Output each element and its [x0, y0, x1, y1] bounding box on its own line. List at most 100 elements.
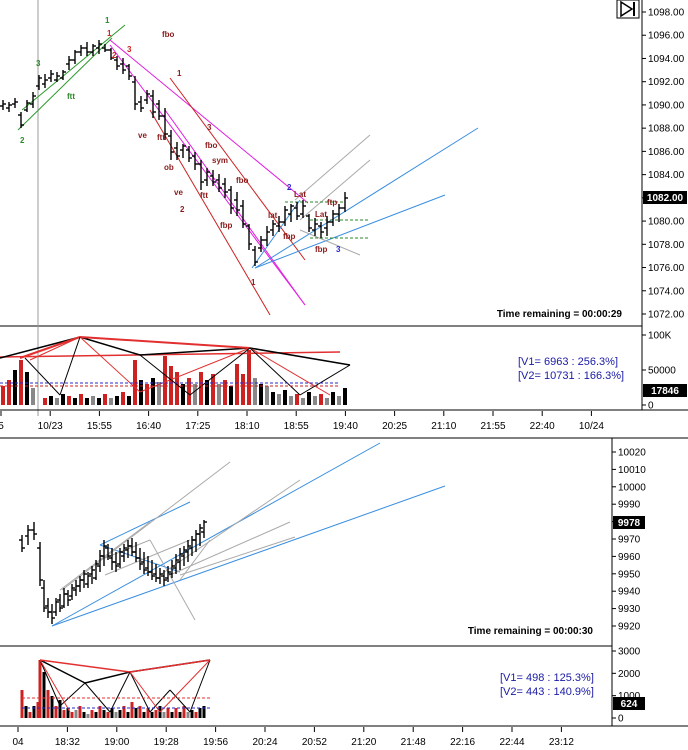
volume-bar [325, 398, 329, 405]
wave-annotation: lat [268, 211, 278, 220]
volume-pattern-line [139, 347, 251, 393]
volume-bar [194, 712, 198, 718]
volume-bar [241, 374, 245, 405]
x-tick-label: 21:48 [401, 737, 426, 748]
channel-line [59, 521, 151, 591]
x-tick-label: 15:55 [87, 421, 112, 432]
volume-pattern-line [249, 347, 351, 366]
wave-annotation: ftt [200, 191, 208, 200]
last-price-label: 1082.00 [647, 193, 684, 204]
volume-bar [313, 396, 317, 405]
volume-bar [7, 380, 11, 405]
wave-annotation: 1 [105, 16, 110, 25]
bottom-time-axis: 04 18:32 19:00 19:28 19:56 20:24 20:52 21:20 21:… [12, 727, 574, 748]
volume-bar [166, 708, 170, 718]
last-volume-label-bottom: 624 [621, 699, 638, 710]
volume-bar [31, 388, 35, 405]
volume-bar [154, 710, 158, 718]
volume-bar [49, 396, 53, 405]
play-forward-icon[interactable] [616, 0, 640, 19]
volume-bar [145, 384, 149, 405]
volume-bar [223, 380, 227, 405]
y-tick-label: 9930 [618, 604, 641, 615]
volume-bar [187, 378, 191, 405]
channel-line [299, 229, 361, 256]
volume-bar [271, 392, 275, 405]
wave-annotation: ftt [157, 133, 165, 142]
volume-pattern-line [189, 347, 251, 396]
x-tick-label: 21:10 [431, 421, 456, 432]
last-volume-label: 17846 [651, 386, 679, 397]
volume-bar [110, 708, 114, 718]
volume-bar [97, 398, 101, 405]
volume-bar [91, 396, 95, 405]
volume-legend-v2-bottom: [V2= 443 : 140.9%] [500, 686, 594, 698]
volume-bar [151, 378, 155, 405]
channel-line [61, 461, 231, 591]
y-tick-label: 1076.00 [648, 263, 685, 274]
wave-annotation: 2 [112, 51, 117, 60]
channel-line [299, 159, 371, 221]
volume-pattern-line [24, 357, 61, 396]
x-tick-label: 20:24 [252, 737, 277, 748]
volume-bar [70, 712, 74, 718]
volume-bar [307, 392, 311, 405]
x-tick-label: 19:40 [333, 421, 358, 432]
volume-bar [122, 706, 126, 718]
wave-annotation: ve [174, 188, 183, 197]
volume-bar [102, 710, 106, 718]
volume-bar [106, 712, 110, 718]
x-tick-label: 22:40 [530, 421, 555, 432]
volume-bar [205, 380, 209, 405]
wave-annotation: fbp [283, 232, 296, 241]
volume-bar [79, 394, 83, 405]
volume-pattern-line [249, 347, 331, 396]
volume-bar [142, 712, 146, 718]
volume-bar [32, 706, 36, 718]
volume-bar [20, 690, 24, 718]
wave-annotation: ob [164, 163, 174, 172]
volume-bar [259, 384, 263, 405]
channel-line [254, 194, 446, 269]
x-tick-label: 19:56 [203, 737, 228, 748]
volume-bar [178, 712, 182, 718]
volume-pattern-line [0, 336, 81, 359]
volume-bar [139, 380, 143, 405]
volume-bar [50, 696, 54, 718]
channel-line [109, 39, 309, 204]
y-tick-label: 10020 [618, 448, 646, 459]
wave-annotation: 1 [251, 278, 256, 287]
volume-pattern-line [109, 671, 131, 713]
volume-bar [13, 370, 17, 405]
channel-line [21, 24, 126, 111]
volume-bar [42, 672, 46, 718]
volume-pattern-line [159, 659, 211, 713]
top-volume-panel: 100K 50000 0 17846 [V1= 6963 : 256.3%] [V2… [0, 331, 688, 412]
volume-bar [146, 708, 150, 718]
volume-bar [157, 382, 161, 405]
y-tick-label: 9960 [618, 552, 641, 563]
channel-line [149, 109, 271, 316]
volume-bar [247, 350, 251, 405]
volume-pattern-line [79, 336, 141, 356]
volume-bar [265, 386, 269, 405]
x-tick-label: 23:12 [549, 737, 574, 748]
volume-bar [343, 388, 347, 405]
volume-bar [217, 384, 221, 405]
x-tick-label: 10/23 [38, 421, 63, 432]
volume-bar [115, 396, 119, 405]
volume-bar [114, 712, 118, 718]
bottom-volume-panel: 3000 2000 1000 0 624 [V1= 498 : 125.3%] [V2… [0, 647, 688, 727]
volume-bar [24, 706, 28, 718]
channel-line [51, 442, 381, 627]
volume-pattern-line [0, 351, 341, 358]
y-tick-label: 1080.00 [648, 217, 685, 228]
y-tick-label: 1078.00 [648, 240, 685, 251]
channel-line [99, 501, 191, 546]
volume-pattern-line [39, 659, 71, 713]
channel-line [17, 37, 113, 131]
wave-annotation: 3 [127, 45, 132, 54]
wave-annotation: fbo [236, 176, 249, 185]
y-tick-label: 0 [618, 714, 624, 725]
